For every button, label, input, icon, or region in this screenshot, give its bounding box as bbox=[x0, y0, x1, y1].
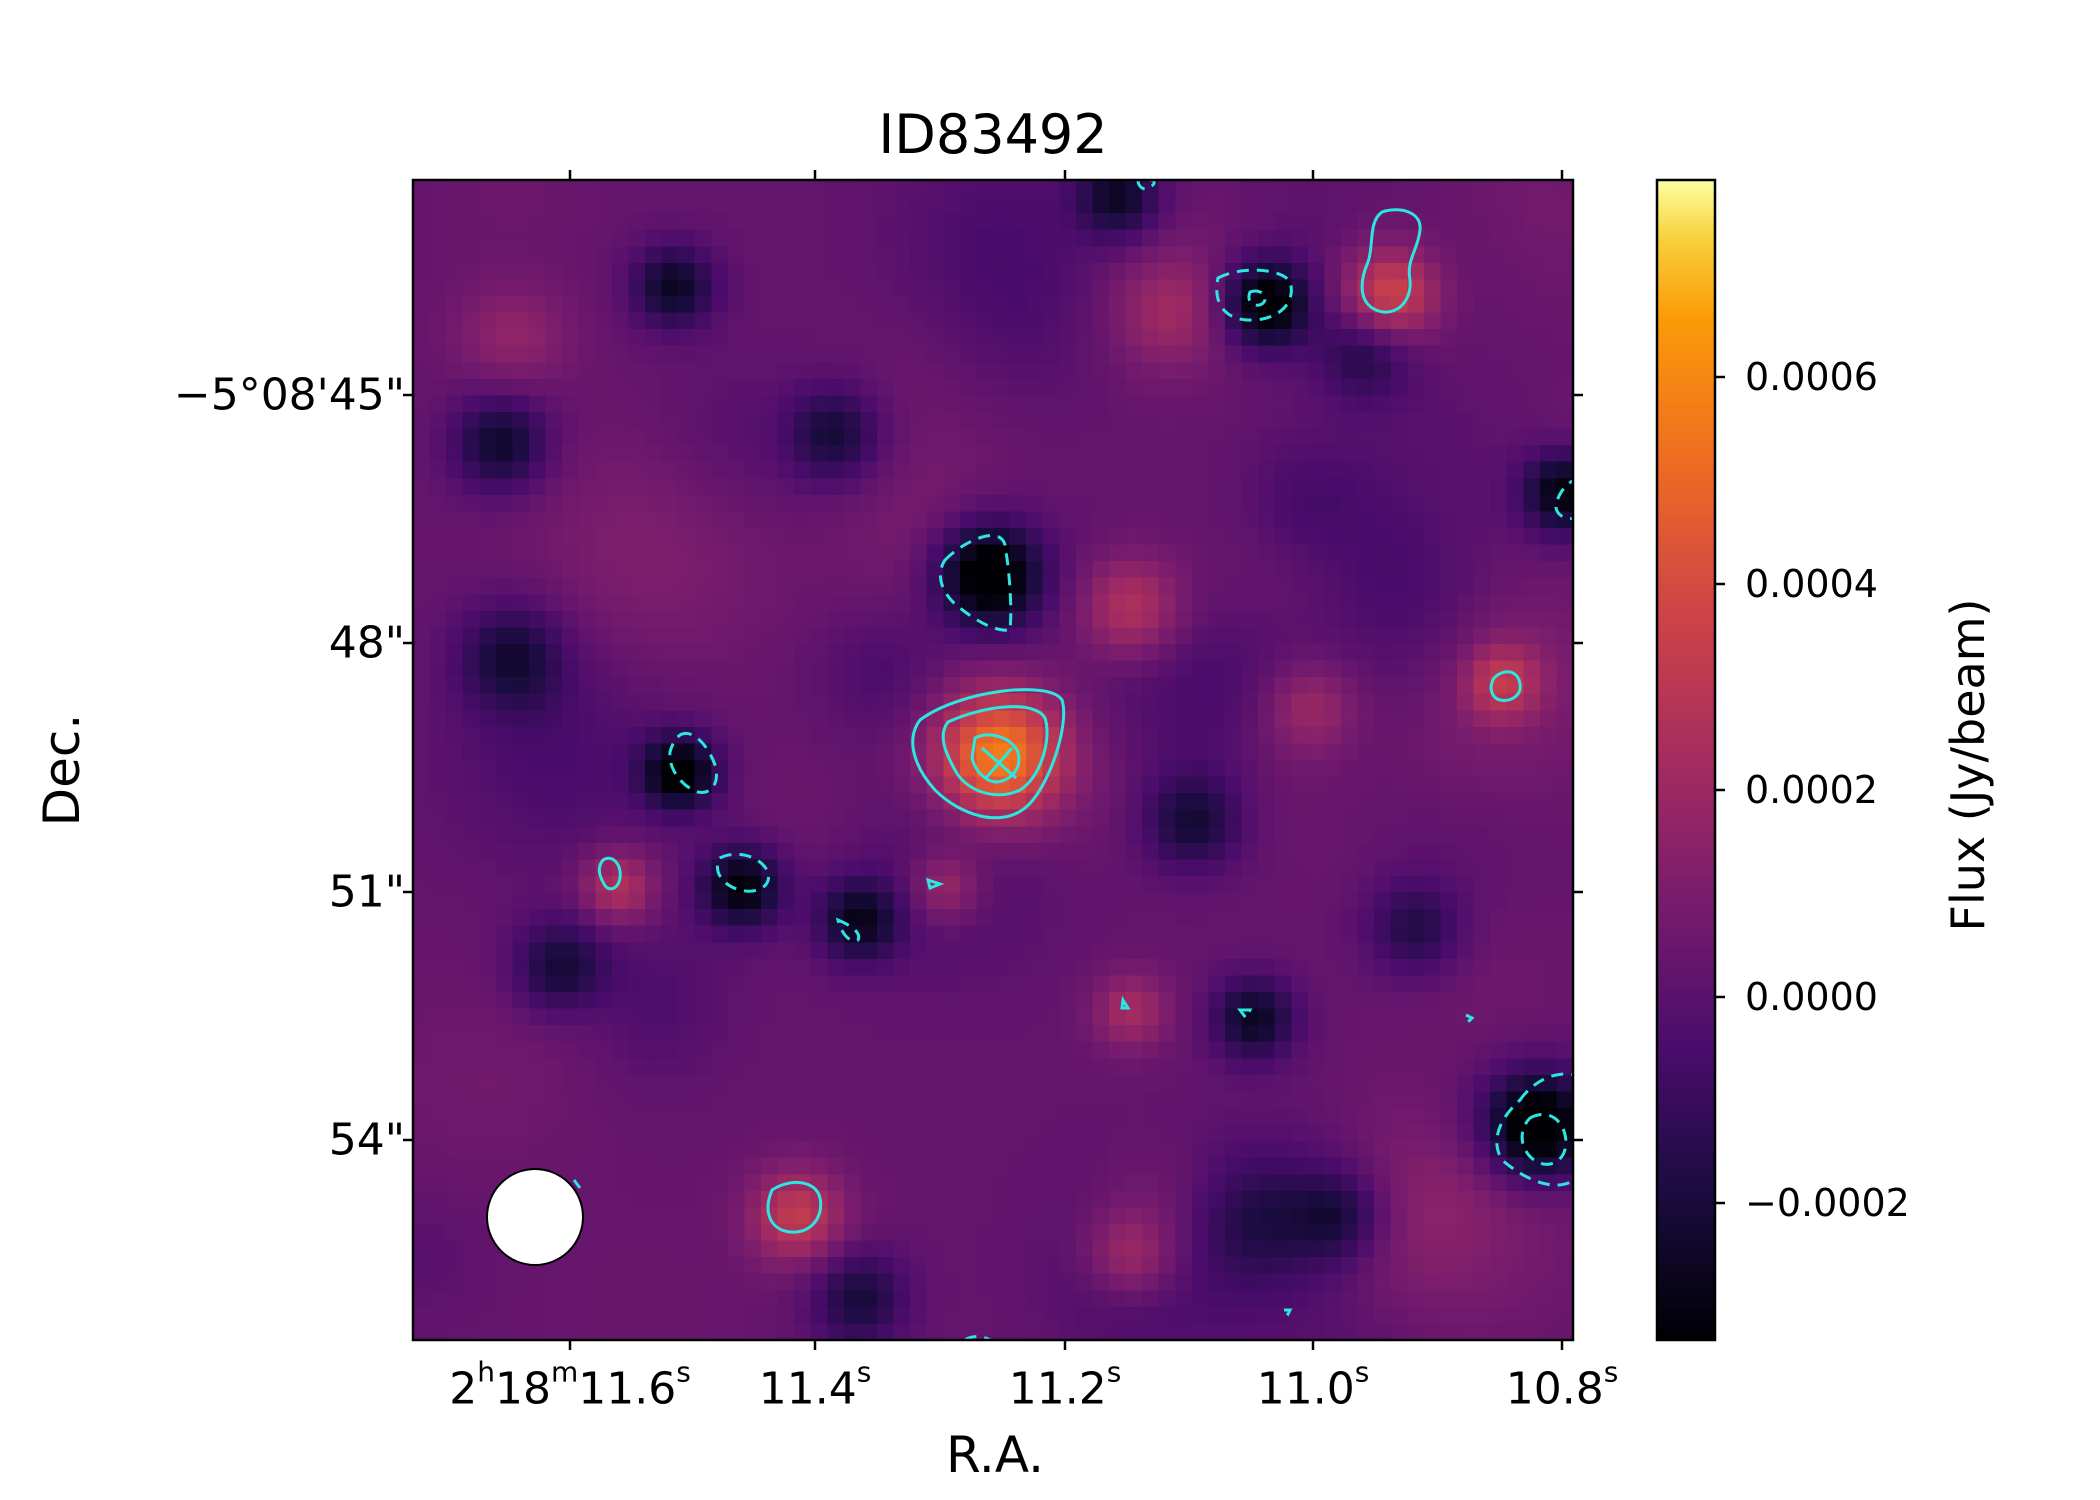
negative-contour bbox=[1554, 479, 1573, 521]
positive-contour bbox=[1489, 670, 1522, 702]
flux-image bbox=[413, 180, 1573, 1340]
negative-contour bbox=[1520, 1112, 1568, 1166]
positive-contour bbox=[766, 1180, 823, 1234]
y-tick-label: 51" bbox=[328, 866, 405, 918]
negative-contour bbox=[1495, 1072, 1573, 1187]
contours bbox=[572, 180, 1573, 1340]
negative-contour bbox=[939, 534, 1013, 632]
chart-title: ID83492 bbox=[878, 103, 1108, 166]
positive-contour bbox=[1120, 995, 1131, 1010]
positive-contour bbox=[1360, 208, 1422, 314]
negative-contour bbox=[1215, 268, 1293, 322]
x-tick-label: 10.8s bbox=[1505, 1355, 1619, 1415]
x-tick-label: 11.2s bbox=[1008, 1355, 1122, 1415]
axis-ticks bbox=[403, 170, 1583, 1350]
colorbar-tick-label: 0.0006 bbox=[1745, 355, 1878, 399]
negative-contour bbox=[1237, 1008, 1253, 1021]
y-tick-label: −5°08'45" bbox=[173, 369, 405, 421]
colorbar bbox=[1655, 178, 1717, 1342]
positive-contour bbox=[941, 705, 1049, 797]
x-tick-label: 11.4s bbox=[758, 1355, 872, 1415]
negative-contour bbox=[1280, 1308, 1293, 1317]
negative-contour bbox=[572, 1179, 582, 1189]
negative-contours bbox=[572, 180, 1573, 1340]
colorbar-tick-label: 0.0004 bbox=[1745, 562, 1878, 606]
negative-contour bbox=[1247, 289, 1267, 307]
positive-contour bbox=[597, 856, 622, 891]
positive-contour bbox=[911, 688, 1066, 820]
negative-contour bbox=[1463, 1012, 1475, 1025]
colorbar-ticks bbox=[1715, 375, 1725, 1205]
colorbar-tick-label: −0.0002 bbox=[1745, 1181, 1910, 1225]
x-tick-label: 2h18m11.6s bbox=[449, 1355, 691, 1415]
colorbar-tick-label: 0.0000 bbox=[1745, 975, 1878, 1019]
x-axis-label: R.A. bbox=[945, 1426, 1045, 1484]
negative-contour bbox=[668, 731, 718, 794]
positive-contour bbox=[925, 877, 945, 891]
x-tick-label: 11.0s bbox=[1256, 1355, 1370, 1415]
y-tick-label: 54" bbox=[328, 1114, 405, 1166]
y-tick-label: 48" bbox=[328, 617, 405, 669]
beam-ellipse bbox=[486, 1168, 584, 1266]
flux-map bbox=[413, 180, 1573, 1340]
colorbar-tick-label: 0.0002 bbox=[1745, 768, 1878, 812]
negative-contour bbox=[835, 917, 861, 943]
negative-contour bbox=[716, 852, 771, 893]
positive-contour bbox=[981, 746, 1017, 780]
plot-frame bbox=[411, 178, 1575, 1342]
